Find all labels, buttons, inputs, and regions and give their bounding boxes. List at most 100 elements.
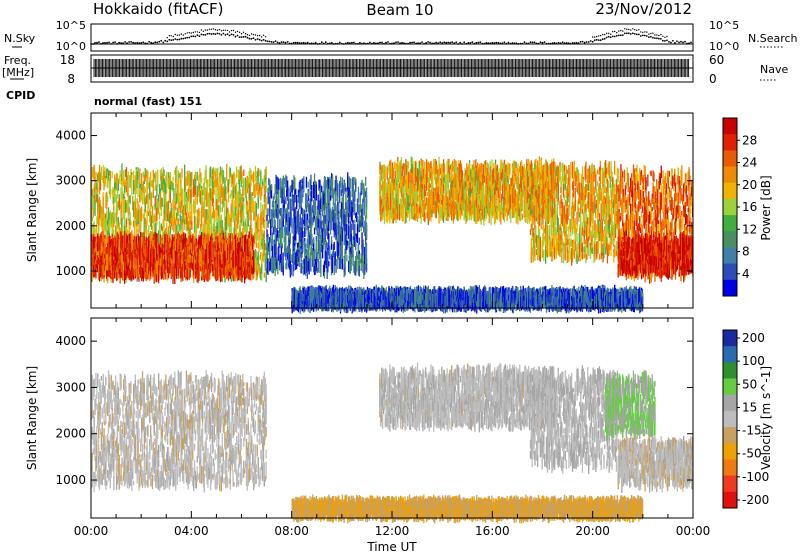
echo-mark	[121, 266, 123, 276]
echo-mark	[196, 186, 198, 197]
echo-mark	[167, 200, 170, 206]
echo-mark	[193, 215, 196, 230]
echo-mark	[138, 212, 140, 223]
echo-mark	[107, 267, 110, 277]
echo-mark	[164, 255, 166, 260]
echo-mark	[137, 167, 139, 184]
echo-mark	[114, 260, 116, 273]
noise-sky-point	[148, 40, 151, 43]
echo-mark	[279, 178, 282, 187]
echo-mark	[114, 235, 116, 247]
echo-mark	[132, 234, 134, 250]
echo-mark	[210, 205, 212, 216]
echo-mark	[143, 266, 145, 278]
echo-mark	[110, 256, 112, 274]
echo-mark	[244, 218, 247, 223]
echo-mark	[114, 197, 116, 202]
echo-mark	[102, 192, 104, 198]
echo-mark	[198, 207, 200, 221]
noise-sky-point	[182, 37, 185, 40]
echo-mark	[96, 261, 98, 268]
echo-mark	[155, 247, 157, 261]
noise-sky-point	[102, 42, 104, 44]
echo-mark	[263, 193, 265, 203]
echo-mark	[119, 170, 121, 177]
echo-mark	[121, 249, 123, 255]
echo-mark	[265, 219, 267, 230]
echo-mark	[267, 258, 269, 275]
echo-mark	[234, 199, 236, 209]
echo-mark	[109, 240, 111, 248]
echo-mark	[141, 245, 144, 256]
echo-mark	[260, 171, 262, 184]
echo-mark	[177, 181, 179, 193]
echo-mark	[168, 175, 171, 186]
noise-sky-point	[198, 35, 201, 38]
echo-mark	[263, 203, 265, 217]
echo-mark	[204, 170, 206, 180]
noise-search-point	[618, 30, 620, 32]
echo-mark	[94, 244, 96, 254]
echo-mark	[251, 198, 253, 212]
echo-mark	[219, 209, 221, 220]
noise-sky-point	[212, 32, 215, 35]
noise-sky-point	[385, 41, 387, 44]
echo-mark	[175, 201, 177, 211]
noise-search-point	[628, 28, 630, 31]
echo-mark	[213, 209, 215, 226]
noise-sky-point	[449, 41, 452, 44]
echo-mark	[218, 233, 220, 242]
echo-mark	[157, 255, 159, 264]
echo-mark	[102, 246, 104, 252]
echo-mark	[250, 193, 252, 200]
echo-mark	[242, 211, 244, 222]
noise-sky-point	[670, 41, 672, 44]
noise-sky-point	[493, 42, 496, 44]
echo-mark	[162, 251, 164, 265]
echo-mark	[220, 223, 222, 238]
noise-search-point	[244, 33, 247, 35]
echo-mark	[150, 249, 153, 267]
noise-sky-point	[238, 36, 241, 38]
echo-mark	[239, 188, 241, 198]
echo-mark	[242, 178, 244, 185]
echo-mark	[201, 178, 203, 183]
noise-sky-point	[615, 34, 618, 37]
echo-mark	[114, 212, 116, 224]
noise-sky-point	[601, 38, 604, 41]
echo-mark	[126, 251, 128, 259]
noise-search-point	[192, 31, 194, 34]
noise-sky-point	[140, 42, 143, 44]
echo-mark	[93, 169, 95, 178]
echo-mark	[132, 250, 134, 255]
echo-mark	[238, 179, 240, 195]
echo-mark	[265, 179, 267, 193]
echo-mark	[255, 183, 257, 191]
echo-mark	[184, 188, 187, 202]
echo-mark	[237, 191, 240, 199]
echo-mark	[193, 179, 195, 197]
echo-mark	[134, 257, 136, 270]
noise-sky-point	[264, 39, 267, 42]
echo-mark	[184, 217, 187, 223]
echo-mark	[249, 183, 251, 197]
echo-mark	[101, 238, 103, 247]
echo-mark	[114, 174, 116, 185]
echo-mark	[184, 204, 187, 216]
echo-mark	[260, 202, 262, 218]
echo-mark	[228, 225, 231, 240]
echo-mark	[282, 252, 284, 267]
echo-mark	[194, 222, 197, 237]
echo-mark	[115, 173, 118, 190]
echo-mark	[133, 224, 136, 234]
echo-mark	[98, 171, 100, 183]
echo-mark	[151, 264, 154, 272]
echo-mark	[210, 189, 213, 201]
echo-mark	[92, 258, 94, 266]
echo-mark	[126, 235, 128, 252]
noise-sky-point	[589, 40, 592, 42]
echo-mark	[239, 227, 241, 233]
echo-mark	[113, 247, 115, 257]
echo-mark	[143, 218, 145, 232]
